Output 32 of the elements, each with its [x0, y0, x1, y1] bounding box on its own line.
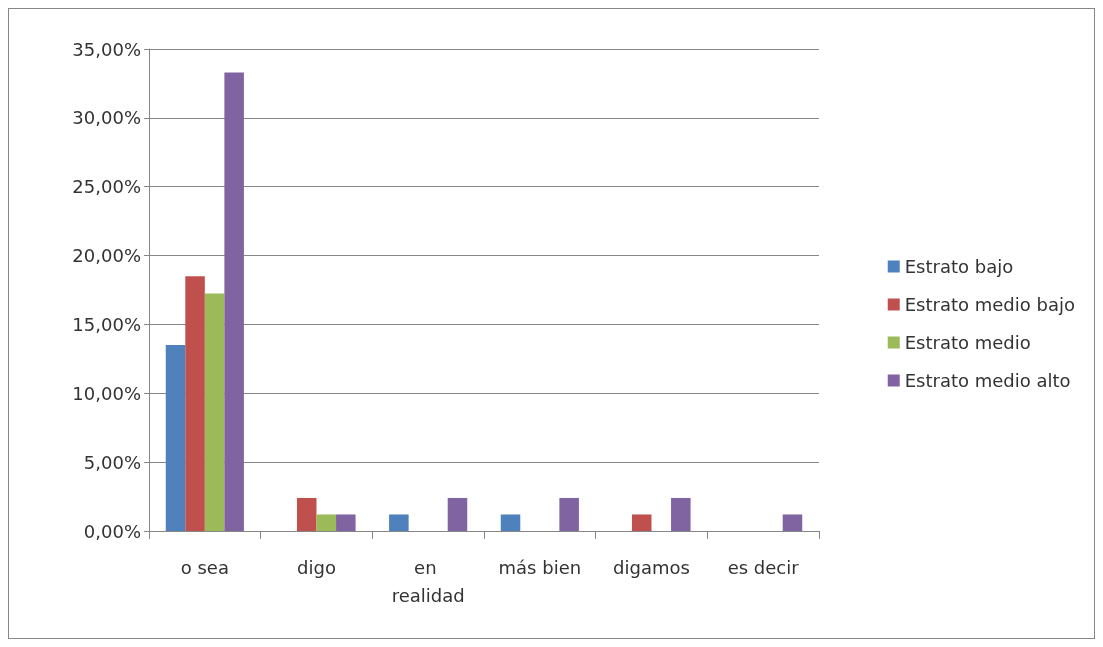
x-tick-label: más bien — [498, 556, 582, 578]
y-tick-label: 10,00% — [72, 382, 141, 404]
bar — [782, 514, 803, 531]
y-tick-label: 5,00% — [83, 451, 141, 473]
y-tick-label: 35,00% — [72, 38, 141, 60]
y-tick-label: 30,00% — [72, 107, 141, 129]
y-tick-label: 15,00% — [72, 313, 141, 335]
y-tick-label: 25,00% — [72, 176, 141, 198]
x-tick-label: es decir — [727, 556, 800, 578]
x-tick-label: o sea — [180, 556, 229, 578]
bar — [204, 293, 225, 531]
bar — [500, 514, 521, 531]
bar — [316, 514, 337, 531]
bar — [631, 514, 652, 531]
bar — [389, 514, 409, 531]
bar — [671, 497, 691, 531]
x-tick-label: digamos — [613, 556, 690, 578]
legend-label: Estrato bajo — [904, 256, 1014, 277]
bar — [185, 276, 205, 531]
x-tick-label: en realidad — [391, 556, 465, 606]
bar — [336, 514, 356, 531]
legend-label: Estrato medio — [904, 332, 1031, 353]
x-tick-label: digo — [297, 556, 336, 578]
bar — [165, 345, 186, 531]
legend-label: Estrato medio alto — [904, 370, 1071, 391]
bar — [296, 497, 317, 531]
bar — [224, 72, 244, 531]
y-tick-label: 0,00% — [83, 520, 141, 542]
y-tick-label: 20,00% — [72, 245, 141, 267]
bar — [447, 497, 468, 531]
bar — [559, 497, 579, 531]
legend-label: Estrato medio bajo — [904, 294, 1076, 315]
